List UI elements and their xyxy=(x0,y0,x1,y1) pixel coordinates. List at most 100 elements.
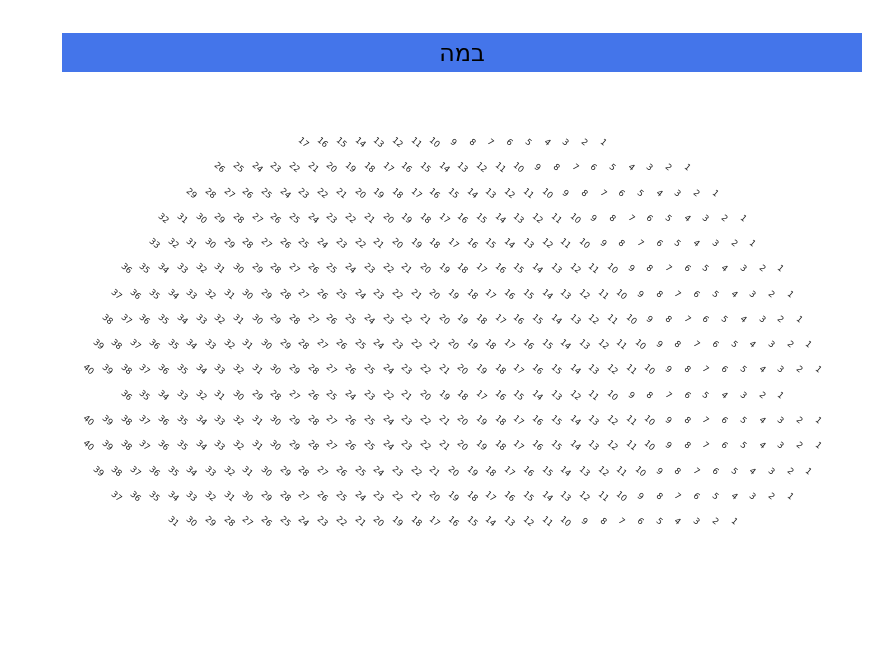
seat[interactable]: 4 xyxy=(728,491,739,503)
seat[interactable]: 2 xyxy=(578,137,590,149)
seat[interactable]: 26 xyxy=(314,489,330,504)
seat[interactable]: 7 xyxy=(569,162,580,174)
seat[interactable]: 2 xyxy=(690,187,702,199)
seat[interactable]: 3 xyxy=(709,238,721,250)
seat[interactable]: 21 xyxy=(399,388,414,403)
seat[interactable]: 17 xyxy=(296,135,311,151)
seat[interactable]: 31 xyxy=(165,514,181,530)
seat[interactable]: 14 xyxy=(492,211,508,226)
seat[interactable]: 31 xyxy=(230,312,246,327)
seat[interactable]: 14 xyxy=(539,489,555,504)
seat[interactable]: 20 xyxy=(324,160,339,176)
seat[interactable]: 30 xyxy=(183,514,199,530)
seat[interactable]: 7 xyxy=(662,263,674,275)
seat[interactable]: 12 xyxy=(520,514,536,530)
seat[interactable]: 31 xyxy=(212,388,227,403)
seat[interactable]: 23 xyxy=(399,362,414,378)
seat[interactable]: 2 xyxy=(775,314,786,326)
seat[interactable]: 23 xyxy=(361,261,377,277)
seat[interactable]: 32 xyxy=(212,312,227,327)
seat[interactable]: 1 xyxy=(775,389,786,402)
seat[interactable]: 3 xyxy=(765,339,777,351)
seat[interactable]: 30 xyxy=(230,261,246,277)
seat[interactable]: 25 xyxy=(277,514,293,530)
seat[interactable]: 17 xyxy=(511,438,526,454)
seat[interactable]: 31 xyxy=(249,438,265,454)
seat[interactable]: 5 xyxy=(719,314,730,326)
seat[interactable]: 29 xyxy=(286,362,302,378)
seat[interactable]: 3 xyxy=(775,440,786,452)
seat[interactable]: 11 xyxy=(520,186,536,201)
seat[interactable]: 30 xyxy=(193,211,209,226)
seat[interactable]: 26 xyxy=(324,312,339,327)
seat[interactable]: 6 xyxy=(690,288,702,300)
seat[interactable]: 10 xyxy=(642,438,657,454)
seat[interactable]: 37 xyxy=(137,362,152,378)
seat[interactable]: 17 xyxy=(408,186,424,201)
seat[interactable]: 23 xyxy=(333,236,349,252)
seat[interactable]: 20 xyxy=(455,413,470,429)
seat[interactable]: 36 xyxy=(155,362,171,378)
seat[interactable]: 6 xyxy=(700,314,711,326)
seat[interactable]: 3 xyxy=(737,263,749,275)
seat[interactable]: 16 xyxy=(529,413,545,429)
seat[interactable]: 35 xyxy=(146,287,162,302)
seat[interactable]: 29 xyxy=(249,388,265,403)
seat[interactable]: 12 xyxy=(501,186,517,201)
seat[interactable]: 26 xyxy=(305,261,321,277)
seat[interactable]: 34 xyxy=(183,463,199,479)
seat[interactable]: 12 xyxy=(604,362,620,378)
seat[interactable]: 13 xyxy=(586,362,601,378)
seat[interactable]: 5 xyxy=(737,440,749,452)
seat[interactable]: 22 xyxy=(417,362,433,378)
seat[interactable]: 25 xyxy=(324,388,339,403)
seat[interactable]: 24 xyxy=(370,337,386,353)
seat[interactable]: 12 xyxy=(576,287,592,302)
seat[interactable]: 36 xyxy=(146,337,162,353)
seat[interactable]: 15 xyxy=(548,438,564,454)
seat[interactable]: 17 xyxy=(483,287,498,302)
seat[interactable]: 8 xyxy=(672,339,683,351)
seat[interactable]: 2 xyxy=(756,263,767,275)
seat[interactable]: 20 xyxy=(352,186,368,201)
seat[interactable]: 18 xyxy=(427,236,442,252)
seat[interactable]: 25 xyxy=(342,312,358,327)
seat[interactable]: 37 xyxy=(137,438,152,454)
seat[interactable]: 33 xyxy=(193,312,209,327)
seat[interactable]: 3 xyxy=(672,187,683,199)
seat[interactable]: 8 xyxy=(653,288,665,300)
seat[interactable]: 5 xyxy=(728,339,739,351)
seat[interactable]: 35 xyxy=(155,312,171,327)
seat[interactable]: 32 xyxy=(193,388,209,403)
seat[interactable]: 7 xyxy=(485,137,496,149)
seat[interactable]: 11 xyxy=(492,160,508,176)
seat[interactable]: 2 xyxy=(719,213,730,225)
seat[interactable]: 29 xyxy=(286,438,302,454)
seat[interactable]: 10 xyxy=(604,388,620,403)
seat[interactable]: 33 xyxy=(212,438,227,454)
seat[interactable]: 38 xyxy=(109,337,124,353)
seat[interactable]: 34 xyxy=(165,489,181,504)
seat[interactable]: 1 xyxy=(812,415,824,427)
seat[interactable]: 22 xyxy=(389,489,405,504)
seat[interactable]: 23 xyxy=(361,388,377,403)
seat[interactable]: 28 xyxy=(221,514,237,530)
seat[interactable]: 9 xyxy=(662,364,674,376)
seat[interactable]: 7 xyxy=(634,238,646,250)
seat[interactable]: 32 xyxy=(202,489,218,504)
seat[interactable]: 16 xyxy=(492,388,508,403)
seat[interactable]: 7 xyxy=(700,440,711,452)
seat[interactable]: 11 xyxy=(604,312,620,327)
seat[interactable]: 13 xyxy=(520,236,536,252)
seat[interactable]: 21 xyxy=(436,438,452,454)
seat[interactable]: 33 xyxy=(202,463,218,479)
seat[interactable]: 10 xyxy=(567,211,583,226)
seat[interactable]: 36 xyxy=(127,287,143,302)
seat[interactable]: 1 xyxy=(709,187,721,199)
seat[interactable]: 17 xyxy=(501,337,517,353)
seat[interactable]: 23 xyxy=(389,337,405,353)
seat[interactable]: 30 xyxy=(258,337,274,353)
seat[interactable]: 18 xyxy=(483,463,498,479)
seat[interactable]: 11 xyxy=(586,261,601,277)
seat[interactable]: 19 xyxy=(445,287,461,302)
